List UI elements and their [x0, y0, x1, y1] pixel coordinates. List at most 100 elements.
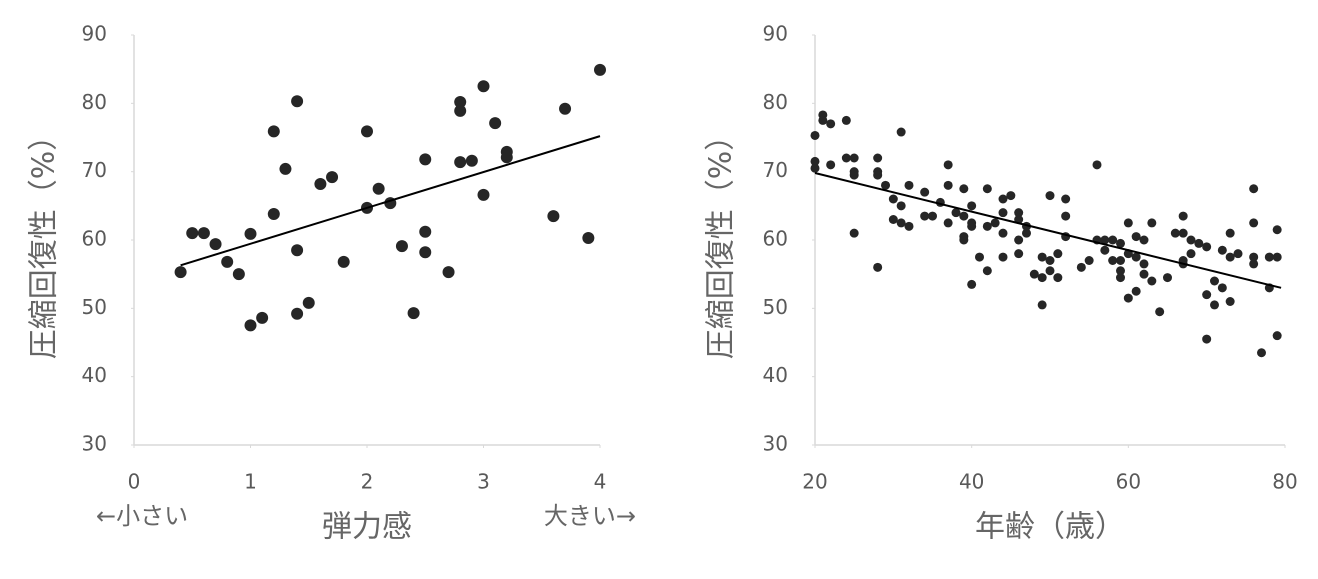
point: [1155, 307, 1165, 317]
point: [1053, 249, 1063, 259]
point: [1014, 208, 1024, 218]
point: [1272, 252, 1282, 262]
y-tick-label: 50: [763, 295, 788, 319]
point: [1202, 334, 1212, 344]
y-axis-title: 圧縮回復性（%）: [27, 121, 62, 360]
point: [873, 262, 883, 272]
point: [849, 153, 859, 163]
point: [1014, 235, 1024, 245]
point: [174, 266, 187, 279]
y-tick-label: 70: [763, 158, 788, 182]
point: [888, 215, 898, 224]
point: [1147, 218, 1157, 228]
point: [818, 115, 828, 125]
point: [1123, 293, 1133, 303]
point: [810, 156, 820, 166]
point: [959, 184, 969, 194]
point: [1147, 276, 1157, 286]
point: [841, 153, 851, 163]
point: [1108, 235, 1118, 245]
y-tick-label: 90: [763, 22, 788, 46]
point: [1233, 249, 1243, 259]
point: [967, 201, 977, 211]
point: [896, 218, 906, 228]
y-tick-label: 90: [82, 22, 107, 46]
point: [337, 255, 350, 268]
point: [1257, 348, 1266, 358]
point: [826, 119, 836, 129]
point: [1170, 228, 1180, 238]
point: [1092, 160, 1102, 170]
y-tick-label: 80: [763, 90, 788, 114]
point: [841, 115, 851, 125]
point: [826, 160, 836, 170]
x-tick-label: 3: [477, 470, 490, 494]
point: [943, 218, 953, 228]
point: [873, 153, 883, 163]
point: [1194, 238, 1204, 248]
point: [594, 63, 606, 76]
point: [810, 130, 820, 140]
point: [1037, 300, 1047, 310]
y-tick-label: 60: [763, 227, 788, 251]
point: [1217, 245, 1227, 255]
point: [1249, 184, 1259, 194]
point: [267, 208, 280, 221]
point: [395, 240, 408, 253]
point: [267, 125, 280, 138]
point: [967, 279, 977, 289]
y-tick-label: 40: [82, 363, 107, 387]
point: [1116, 266, 1125, 276]
point: [1045, 191, 1055, 201]
annotation: ←小さい: [96, 502, 188, 530]
point: [1139, 235, 1149, 245]
point: [1249, 218, 1259, 228]
point: [361, 125, 373, 138]
x-tick-label: 0: [128, 470, 141, 494]
point: [904, 180, 914, 190]
y-tick-label: 40: [763, 363, 788, 387]
x-tick-label: 4: [594, 470, 607, 494]
x-tick-label: 40: [959, 470, 984, 494]
point: [1116, 273, 1125, 283]
point: [1037, 252, 1047, 262]
point: [419, 246, 432, 259]
point: [419, 153, 432, 166]
point: [1061, 194, 1071, 204]
point: [896, 201, 906, 211]
point: [1225, 297, 1235, 306]
point: [982, 221, 992, 231]
point: [291, 244, 304, 257]
point: [419, 225, 432, 238]
y-tick-label: 80: [82, 90, 107, 114]
point: [990, 218, 1000, 228]
point: [1178, 211, 1188, 221]
point: [1116, 256, 1125, 265]
point: [920, 187, 930, 197]
point: [998, 208, 1008, 218]
x-tick-label: 20: [802, 470, 827, 494]
point: [221, 255, 234, 268]
point: [1186, 249, 1196, 259]
y-tick-label: 50: [82, 295, 107, 319]
point: [896, 127, 906, 137]
point: [998, 252, 1008, 262]
point: [1225, 252, 1235, 262]
trendline: [180, 135, 601, 267]
point: [256, 311, 269, 324]
point: [1225, 228, 1235, 238]
x-tick-label: 1: [244, 470, 257, 494]
point: [1084, 256, 1094, 265]
point: [1139, 259, 1149, 269]
point: [1131, 252, 1141, 262]
point: [1249, 259, 1259, 269]
point: [1100, 245, 1110, 255]
point: [959, 235, 969, 245]
point: [314, 177, 327, 190]
y-tick-label: 60: [82, 227, 107, 251]
point: [1045, 266, 1055, 276]
x-tick-label: 2: [361, 470, 374, 494]
point: [888, 194, 898, 204]
point: [454, 95, 467, 108]
point: [197, 227, 210, 240]
